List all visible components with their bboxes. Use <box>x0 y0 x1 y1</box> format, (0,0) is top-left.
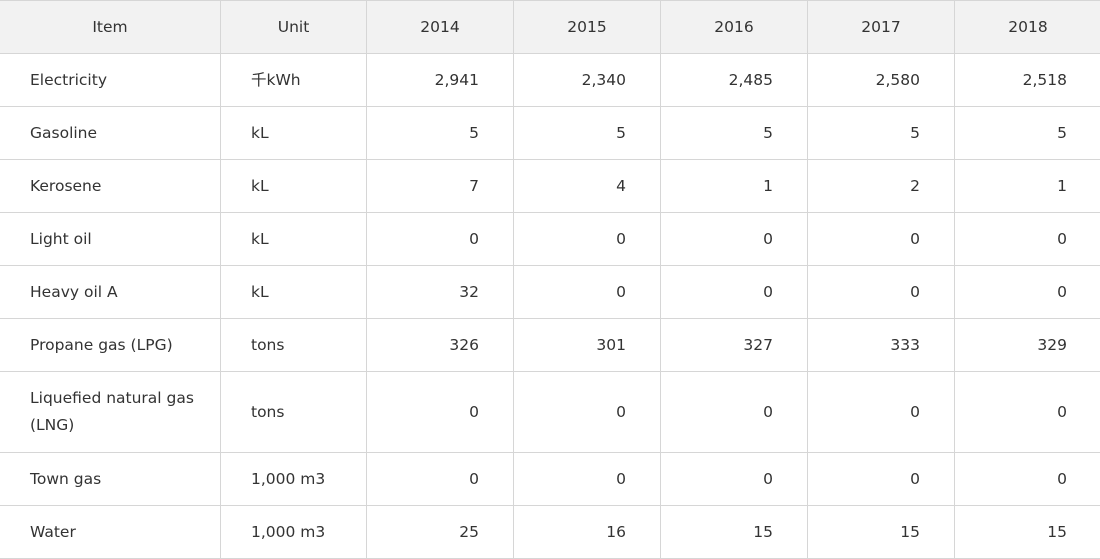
row-value: 0 <box>807 371 955 453</box>
row-value: 0 <box>366 212 514 266</box>
row-item: Kerosene <box>0 159 221 213</box>
row-value: 0 <box>513 452 661 506</box>
row-item: Town gas <box>0 452 221 506</box>
row-value: 0 <box>513 265 661 319</box>
table-row: Light oil kL 0 0 0 0 0 <box>0 212 1100 266</box>
row-value: 0 <box>807 452 955 506</box>
row-value: 326 <box>366 318 514 372</box>
row-value: 2,580 <box>807 53 955 107</box>
row-value: 2,941 <box>366 53 514 107</box>
row-unit: kL <box>220 212 367 266</box>
header-unit: Unit <box>220 0 367 54</box>
row-value: 2 <box>807 159 955 213</box>
row-item: Heavy oil A <box>0 265 221 319</box>
row-value: 4 <box>513 159 661 213</box>
table-row: Liquefied natural gas (LNG) tons 0 0 0 0… <box>0 371 1100 453</box>
row-value: 0 <box>513 212 661 266</box>
row-value: 5 <box>660 106 808 160</box>
table-row: Heavy oil A kL 32 0 0 0 0 <box>0 265 1100 319</box>
row-value: 0 <box>660 371 808 453</box>
row-unit: kL <box>220 159 367 213</box>
header-year: 2016 <box>660 0 808 54</box>
row-value: 5 <box>954 106 1100 160</box>
row-value: 0 <box>954 212 1100 266</box>
row-item: Propane gas (LPG) <box>0 318 221 372</box>
row-value: 0 <box>660 265 808 319</box>
row-value: 2,518 <box>954 53 1100 107</box>
row-value: 0 <box>954 265 1100 319</box>
row-value: 301 <box>513 318 661 372</box>
table-row: Town gas 1,000 m3 0 0 0 0 0 <box>0 452 1100 506</box>
row-unit: tons <box>220 371 367 453</box>
table-row: Water 1,000 m3 25 16 15 15 15 <box>0 505 1100 559</box>
table-row: Kerosene kL 7 4 1 2 1 <box>0 159 1100 213</box>
row-value: 15 <box>807 505 955 559</box>
row-value: 7 <box>366 159 514 213</box>
header-row: Item Unit 2014 2015 2016 2017 2018 <box>0 0 1100 54</box>
row-value: 32 <box>366 265 514 319</box>
row-value: 5 <box>366 106 514 160</box>
row-unit: 1,000 m3 <box>220 452 367 506</box>
row-value: 0 <box>660 212 808 266</box>
row-value: 2,485 <box>660 53 808 107</box>
table-row: Gasoline kL 5 5 5 5 5 <box>0 106 1100 160</box>
row-value: 329 <box>954 318 1100 372</box>
row-unit: kL <box>220 265 367 319</box>
row-value: 16 <box>513 505 661 559</box>
row-value: 0 <box>366 371 514 453</box>
row-item: Electricity <box>0 53 221 107</box>
row-value: 0 <box>807 265 955 319</box>
header-year: 2014 <box>366 0 514 54</box>
row-item: Liquefied natural gas (LNG) <box>0 371 221 453</box>
row-value: 327 <box>660 318 808 372</box>
row-unit: 千kWh <box>220 53 367 107</box>
table-row: Electricity 千kWh 2,941 2,340 2,485 2,580… <box>0 53 1100 107</box>
row-unit: 1,000 m3 <box>220 505 367 559</box>
row-value: 1 <box>660 159 808 213</box>
row-value: 5 <box>513 106 661 160</box>
row-value: 0 <box>660 452 808 506</box>
row-value: 0 <box>954 371 1100 453</box>
row-item: Gasoline <box>0 106 221 160</box>
row-value: 333 <box>807 318 955 372</box>
row-value: 25 <box>366 505 514 559</box>
row-value: 0 <box>366 452 514 506</box>
row-value: 5 <box>807 106 955 160</box>
row-value: 0 <box>954 452 1100 506</box>
header-year: 2017 <box>807 0 955 54</box>
row-item: Water <box>0 505 221 559</box>
row-value: 15 <box>954 505 1100 559</box>
header-year: 2018 <box>954 0 1100 54</box>
table-body: Electricity 千kWh 2,941 2,340 2,485 2,580… <box>0 53 1100 559</box>
row-value: 0 <box>807 212 955 266</box>
row-value: 2,340 <box>513 53 661 107</box>
row-value: 1 <box>954 159 1100 213</box>
header-year: 2015 <box>513 0 661 54</box>
row-value: 15 <box>660 505 808 559</box>
row-unit: kL <box>220 106 367 160</box>
row-value: 0 <box>513 371 661 453</box>
header-item: Item <box>0 0 221 54</box>
row-unit: tons <box>220 318 367 372</box>
row-item: Light oil <box>0 212 221 266</box>
table-header: Item Unit 2014 2015 2016 2017 2018 <box>0 0 1100 54</box>
table-row: Propane gas (LPG) tons 326 301 327 333 3… <box>0 318 1100 372</box>
